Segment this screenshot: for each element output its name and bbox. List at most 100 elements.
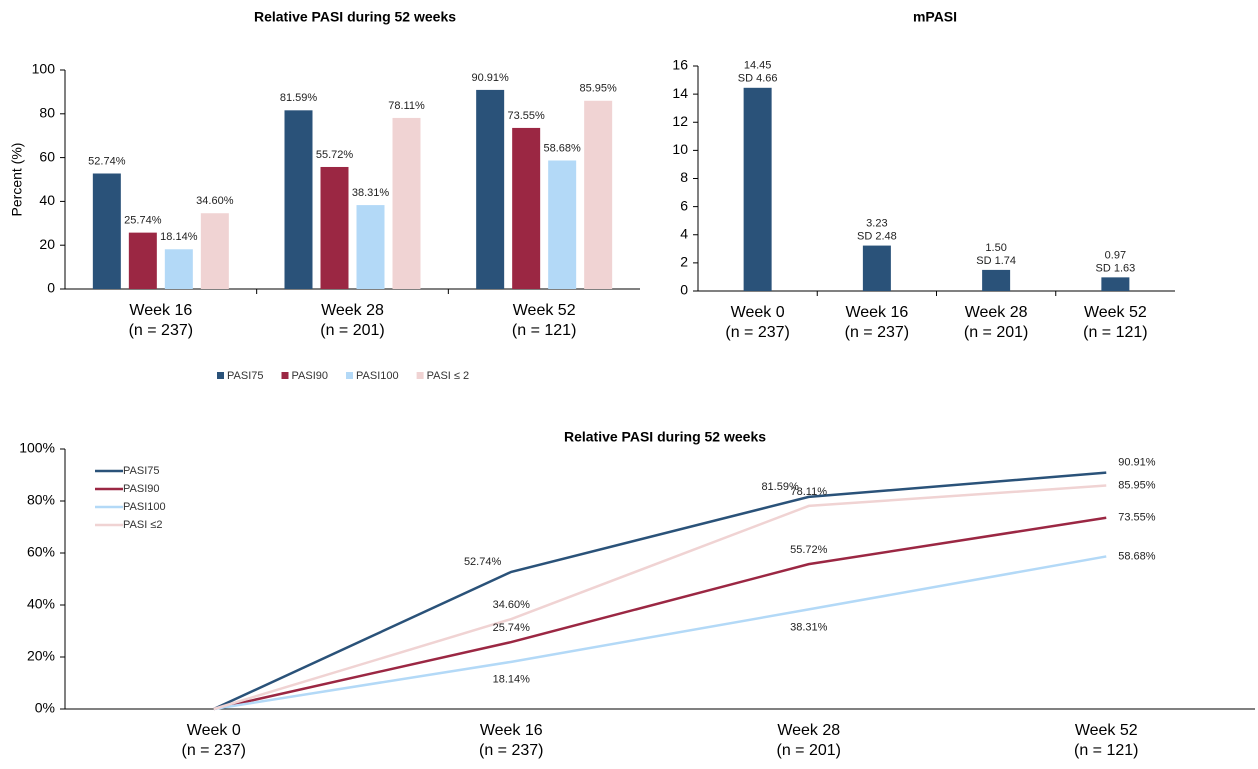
legend-label: PASI100	[356, 370, 399, 382]
value-label: 78.11%	[791, 486, 828, 498]
bar	[512, 127, 541, 289]
bar	[164, 249, 193, 289]
bar	[862, 245, 891, 291]
y-tick-label: 40%	[27, 596, 55, 612]
chart-title: Relative PASI during 52 weeks	[564, 429, 766, 445]
y-tick-label: 0	[47, 280, 55, 296]
legend-label: PASI ≤ 2	[427, 370, 470, 382]
legend-label: PASI75	[123, 465, 160, 477]
y-tick-label: 10	[672, 141, 688, 157]
x-tick-label-line: (n = 237)	[129, 322, 193, 339]
line	[213, 555, 1107, 711]
x-tick-label-line: (n = 121)	[512, 322, 576, 339]
y-tick-label: 60	[39, 148, 55, 164]
value-label: 55.72%	[790, 544, 828, 556]
x-tick-label: Week 28 (n = 201)	[320, 302, 384, 339]
chart-title: Relative PASI during 52 weeks	[254, 9, 456, 25]
value-label: 73.55%	[508, 110, 546, 122]
y-tick-label: 40	[39, 192, 55, 208]
x-tick-label-line: Week 16	[129, 302, 192, 319]
chart-title: mPASI	[913, 9, 957, 25]
legend-label: PASI ≤2	[123, 519, 162, 531]
legend-swatch	[281, 372, 289, 379]
value-label: 34.60%	[493, 599, 531, 611]
x-tick-label: Week 16 (n = 237)	[479, 722, 543, 759]
x-tick-label: Week 16 (n = 237)	[129, 302, 193, 339]
x-tick-label-line: (n = 201)	[320, 322, 384, 339]
y-tick-label: 0%	[35, 700, 55, 716]
value-label: 78.11%	[388, 100, 425, 112]
value-label: 18.14%	[493, 674, 531, 686]
value-label: 1.50	[985, 242, 1006, 254]
value-label: 25.74%	[493, 622, 531, 634]
legend-swatch	[416, 372, 424, 379]
value-label: 90.91%	[1118, 457, 1156, 469]
x-tick-label-line: Week 52	[1084, 304, 1147, 321]
bar	[743, 87, 772, 291]
bar	[128, 232, 157, 289]
x-tick-label: Week 16 (n = 237)	[845, 304, 909, 341]
x-tick-label-line: (n = 237)	[725, 324, 789, 341]
y-tick-label: 20	[39, 236, 55, 252]
value-label: 85.95%	[1118, 479, 1156, 491]
legend-swatch	[217, 372, 224, 379]
bar	[476, 89, 505, 289]
x-tick-label: Week 28 (n = 201)	[964, 304, 1028, 341]
x-tick-label: Week 0 (n = 237)	[725, 304, 789, 341]
y-tick-label: 16	[672, 57, 688, 73]
x-tick-label-line: Week 16	[845, 304, 908, 321]
bar	[584, 100, 613, 289]
legend-label: PASI100	[123, 501, 166, 513]
line	[213, 516, 1107, 711]
y-tick-label: 4	[680, 225, 688, 241]
y-tick-label: 6	[680, 197, 688, 213]
x-tick-label-line: (n = 121)	[1083, 324, 1147, 341]
x-tick-label: Week 52 (n = 121)	[1074, 722, 1138, 759]
value-label: 58.68%	[544, 142, 582, 154]
x-tick-label-line: (n = 201)	[777, 742, 841, 759]
value-label: 25.74%	[124, 215, 162, 227]
value-label: 18.14%	[160, 231, 198, 243]
line	[213, 471, 1107, 711]
value-label: 38.31%	[352, 187, 390, 199]
annotation: SD 1.63	[1096, 262, 1136, 274]
value-label: 14.45	[744, 60, 772, 72]
y-tick-label: 2	[680, 254, 688, 270]
legend-label: PASI75	[227, 370, 264, 382]
x-tick-label-line: Week 16	[480, 722, 543, 739]
y-axis-label: Percent (%)	[9, 143, 25, 217]
x-tick-label-line: Week 28	[321, 302, 384, 319]
y-tick-label: 12	[672, 113, 688, 129]
value-label: 34.60%	[196, 195, 234, 207]
y-tick-label: 100%	[19, 440, 55, 456]
y-tick-label: 8	[680, 169, 688, 185]
legend-label: PASI90	[292, 370, 329, 382]
x-tick-label: Week 28 (n = 201)	[777, 722, 841, 759]
legend-swatch	[346, 372, 353, 379]
x-tick-label: Week 52 (n = 121)	[512, 302, 576, 339]
y-tick-label: 60%	[27, 544, 55, 560]
x-tick-label-line: (n = 237)	[845, 324, 909, 341]
value-label: 85.95%	[580, 83, 618, 95]
value-label: 81.59%	[761, 481, 799, 493]
x-tick-label-line: (n = 201)	[964, 324, 1028, 341]
y-tick-label: 20%	[27, 648, 55, 664]
value-label: 58.68%	[1118, 550, 1156, 562]
x-tick-label-line: Week 52	[513, 302, 576, 319]
bar	[548, 160, 577, 289]
legend-label: PASI90	[123, 483, 160, 495]
value-label: 90.91%	[472, 72, 510, 84]
bar	[356, 205, 385, 289]
x-tick-label-line: Week 0	[731, 304, 785, 321]
bar	[1101, 277, 1130, 291]
x-tick-label-line: (n = 237)	[182, 742, 246, 759]
y-tick-label: 14	[672, 85, 688, 101]
annotation: SD 1.74	[976, 255, 1016, 267]
bar	[200, 213, 229, 289]
x-tick-label-line: (n = 237)	[479, 742, 543, 759]
value-label: 55.72%	[316, 149, 354, 161]
x-tick-label: Week 0 (n = 237)	[182, 722, 246, 759]
x-tick-label-line: Week 28	[965, 304, 1028, 321]
annotation: SD 4.66	[738, 73, 778, 85]
